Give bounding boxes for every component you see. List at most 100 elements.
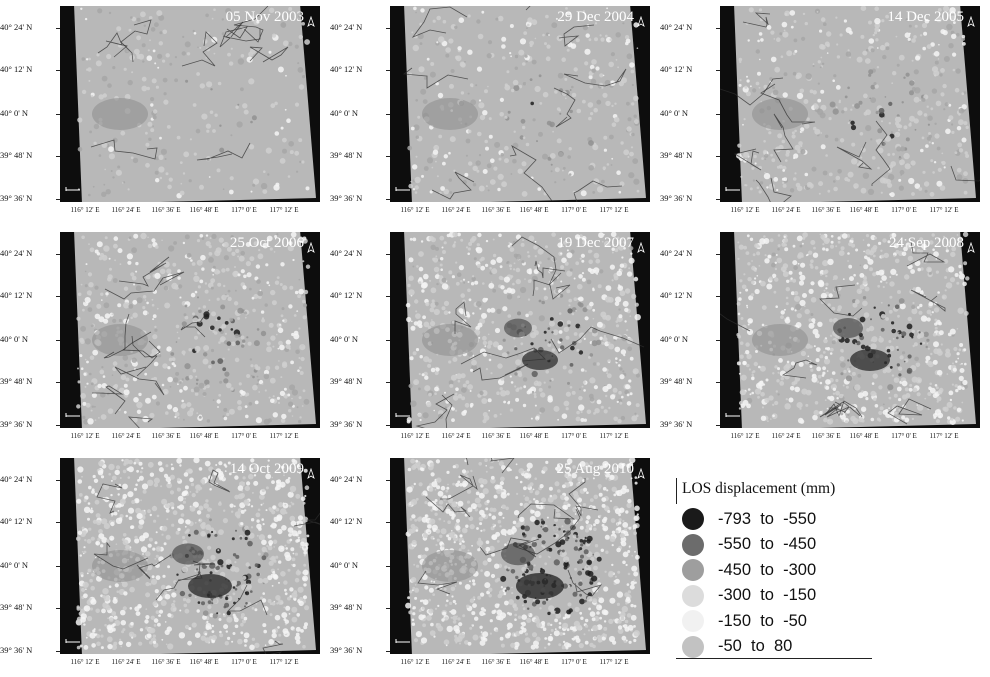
displacement-speckle [415,348,420,352]
longitude-label: 116° 24' E [111,432,141,440]
displacement-speckle [545,14,549,19]
displacement-speckle [515,278,521,285]
longitude-label: 117° 0' E [891,432,917,440]
longitude-label: 116° 24' E [111,206,141,214]
displacement-speckle [539,607,542,610]
displacement-speckle [448,270,453,275]
displacement-speckle [485,263,489,267]
displacement-speckle [889,366,893,369]
displacement-speckle [763,172,771,180]
displacement-speckle [237,317,241,320]
displacement-speckle [140,546,148,553]
displacement-speckle [500,492,507,499]
displacement-speckle [490,158,495,163]
displacement-speckle [796,185,803,192]
displacement-speckle [112,278,118,283]
displacement-speckle [101,518,108,525]
displacement-speckle [127,491,134,498]
latitude-tick [386,199,390,200]
displacement-map: 29 Dec 2004 [390,6,650,202]
displacement-speckle [869,267,873,272]
displacement-speckle [130,316,133,320]
displacement-speckle [849,30,853,35]
displacement-speckle [106,539,110,543]
displacement-speckle [916,306,920,309]
displacement-speckle [598,492,603,497]
displacement-speckle [110,538,113,541]
displacement-speckle [208,252,213,256]
displacement-speckle [907,316,912,322]
displacement-speckle [496,391,500,395]
displacement-speckle [800,350,806,357]
displacement-speckle [85,588,87,590]
displacement-speckle [619,263,625,268]
displacement-speckle [589,353,594,357]
displacement-speckle [747,388,751,391]
displacement-speckle [877,128,883,134]
displacement-speckle [894,411,898,415]
displacement-speckle [776,379,780,383]
displacement-speckle [593,252,600,259]
displacement-speckle [626,53,633,60]
displacement-speckle [153,482,159,488]
displacement-speckle [178,504,185,510]
displacement-speckle [872,33,875,37]
displacement-speckle [405,302,411,308]
displacement-speckle [958,348,962,352]
displacement-speckle [269,247,273,251]
displacement-speckle [238,255,245,262]
displacement-speckle [503,400,506,404]
displacement-speckle [896,336,899,340]
displacement-speckle [443,241,447,245]
displacement-speckle [792,260,798,266]
displacement-speckle [596,611,600,615]
displacement-speckle [791,381,796,386]
displacement-speckle [443,154,448,159]
displacement-speckle [848,370,851,373]
displacement-speckle [828,172,833,177]
displacement-speckle [297,294,301,299]
displacement-speckle [291,592,298,599]
displacement-speckle [108,472,111,476]
displacement-speckle [782,169,786,172]
displacement-speckle [169,490,175,495]
displacement-speckle [880,191,883,194]
displacement-speckle [562,365,567,370]
displacement-speckle [230,328,234,331]
displacement-speckle [613,116,620,123]
displacement-speckle [467,247,471,251]
displacement-speckle [232,270,239,278]
displacement-speckle [790,361,795,366]
displacement-speckle [139,535,146,542]
displacement-speckle [635,403,640,408]
displacement-speckle [598,232,604,239]
displacement-speckle [597,284,602,289]
displacement-speckle [131,16,137,22]
displacement-speckle [280,571,286,577]
displacement-speckle [538,315,545,322]
latitude-tick [386,296,390,297]
displacement-speckle [571,312,575,316]
displacement-speckle [185,79,189,83]
displacement-speckle [152,334,158,340]
displacement-speckle [594,408,600,414]
displacement-speckle [87,517,90,521]
displacement-speckle [926,309,932,315]
displacement-speckle [586,279,592,285]
displacement-speckle [412,44,419,52]
displacement-speckle [171,282,178,290]
displacement-speckle [165,411,169,415]
displacement-speckle [128,516,133,520]
displacement-speckle [620,349,627,355]
displacement-speckle [134,498,140,504]
displacement-speckle [299,344,306,351]
displacement-speckle [410,126,415,131]
displacement-speckle [102,375,106,378]
displacement-speckle [282,40,289,47]
displacement-speckle [949,277,956,283]
displacement-speckle [616,270,623,277]
displacement-speckle [826,407,829,410]
displacement-speckle [167,184,172,190]
north-arrow-icon [307,468,315,479]
displacement-speckle [112,176,115,179]
